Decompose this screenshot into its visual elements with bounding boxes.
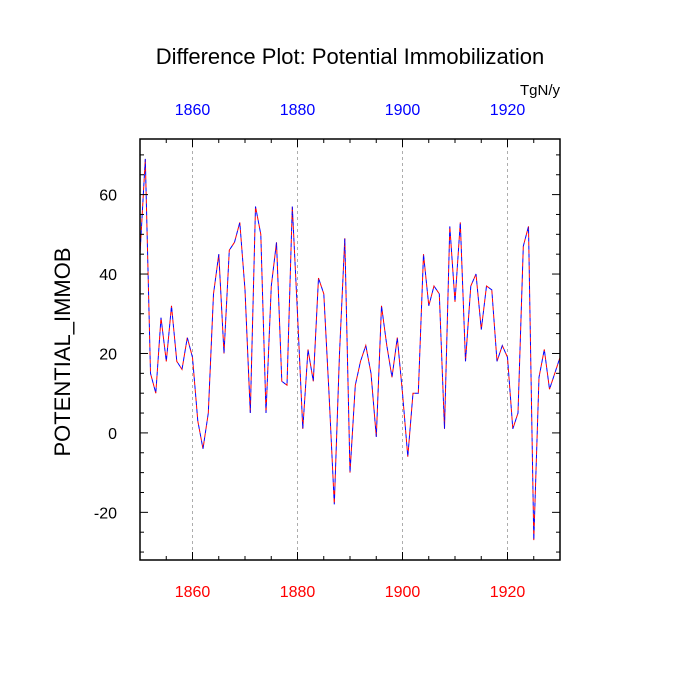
- x-tick-label-bottom: 1900: [385, 584, 421, 601]
- chart-title: Difference Plot: Potential Immobilizatio…: [156, 44, 544, 69]
- y-tick-label: 40: [99, 267, 117, 284]
- series-layer: [139, 158, 561, 541]
- x-tick-label-top: 1900: [385, 102, 421, 119]
- units-label: TgN/y: [520, 82, 561, 99]
- x-tick-label-top: 1920: [490, 102, 526, 119]
- x-tick-label-bottom: 1860: [175, 584, 211, 601]
- x-tick-label-bottom: 1880: [280, 584, 316, 601]
- series-line-red: [139, 158, 561, 541]
- tick-layer: [139, 139, 561, 560]
- x-tick-label-top: 1860: [175, 102, 211, 119]
- y-tick-label: 0: [108, 426, 117, 443]
- x-tick-label-top: 1880: [280, 102, 316, 119]
- series-line-blue: [139, 158, 561, 541]
- grid-layer: [192, 139, 508, 560]
- y-tick-label: -20: [94, 505, 117, 522]
- y-axis-label: POTENTIAL_IMMOB: [50, 247, 75, 456]
- plot-frame: [139, 138, 561, 561]
- y-tick-label: 60: [99, 188, 117, 205]
- x-tick-label-bottom: 1920: [490, 584, 526, 601]
- y-tick-label: 20: [99, 346, 117, 363]
- label-layer: 1860 1860 1880 1880 1900 1900 1920 1920 -20 0 20 40…: [94, 102, 526, 601]
